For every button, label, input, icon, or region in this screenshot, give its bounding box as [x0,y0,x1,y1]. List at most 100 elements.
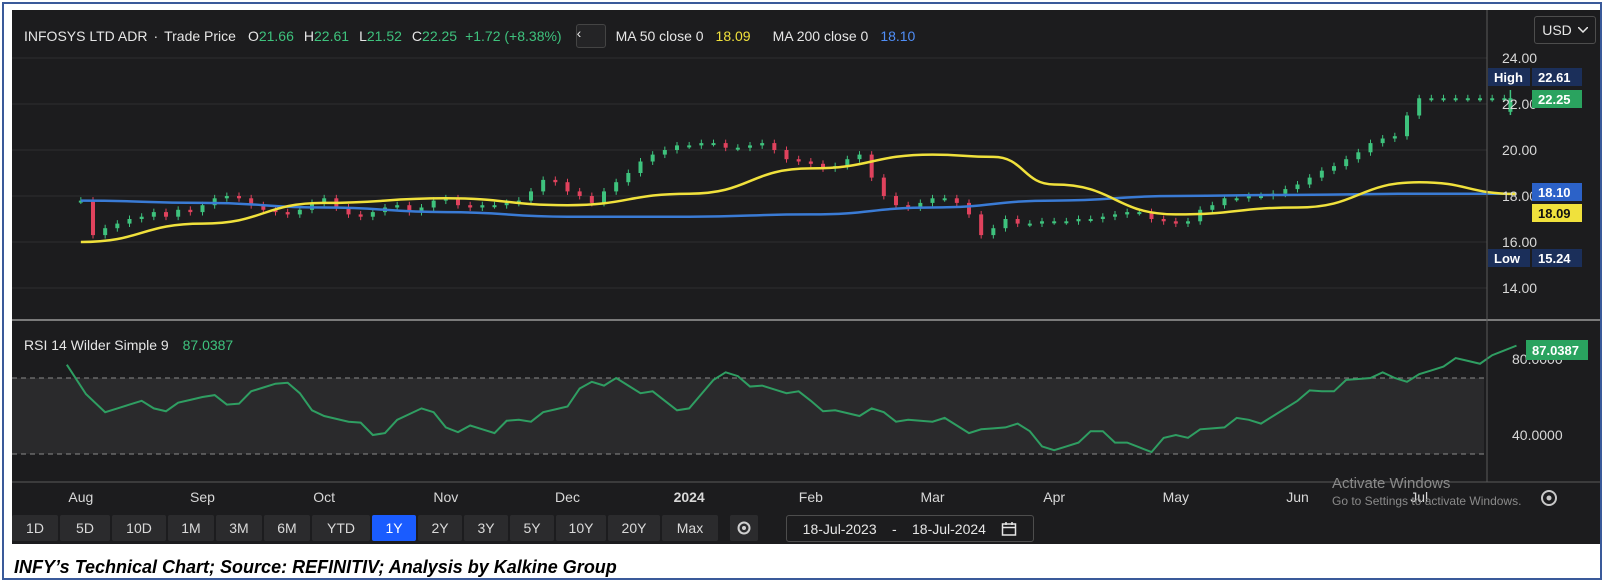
candle-body [1283,189,1288,194]
candle-body [1465,98,1470,101]
candle-body [1259,196,1263,198]
instrument-name: INFOSYS LTD ADR [24,28,148,44]
candle-body [139,216,144,219]
candle-body [1064,221,1069,224]
candle-body [541,179,546,192]
range-button-1y[interactable]: 1Y [372,515,416,541]
candle-body [1246,196,1251,199]
candle-body [103,228,108,236]
time-axis-label: Apr [1043,489,1065,505]
range-button-5y[interactable]: 5Y [510,515,554,541]
range-button-ytd[interactable]: YTD [312,515,370,541]
candle-body [419,207,424,213]
candle-body [614,182,619,192]
range-button-3m[interactable]: 3M [216,515,262,541]
date-from: 18-Jul-2023 [802,520,877,537]
candle-body [1173,221,1178,224]
candle-body [1356,152,1361,160]
high-value: 22.61 [314,28,350,44]
ma200-label: MA 200 close 0 [772,28,869,44]
candle-body [784,150,789,160]
chevron-down-icon [1577,27,1588,33]
ma50-label: MA 50 close 0 [615,28,704,44]
price-tick-label: 14.00 [1502,280,1537,296]
range-button-10y[interactable]: 10Y [556,515,606,541]
rsi-legend: RSI 14 Wilder Simple 9 87.0387 [24,337,233,353]
candle-body [638,161,643,173]
collapse-legend-button[interactable]: ‹ [575,24,606,48]
candle-body [224,196,229,199]
price-tick-label: 22.00 [1502,96,1537,112]
range-button-5d[interactable]: 5D [60,515,110,541]
range-button-6m[interactable]: 6M [264,515,310,541]
candle-body [1100,216,1105,219]
candle-body [711,143,716,146]
price-tick-label: 24.00 [1502,50,1537,66]
candle-body [1210,205,1215,210]
range-button-3y[interactable]: 3Y [464,515,508,541]
rsi-value: 87.0387 [182,337,234,353]
ma200-line [80,192,1517,218]
candle-body [164,212,168,217]
date-separator: - [891,520,897,537]
low-label: L [359,28,367,44]
watermark-title: Activate Windows [1332,475,1451,492]
candle-body [1027,223,1032,226]
candle-body [1429,98,1434,101]
candle-body [1441,98,1446,101]
candle-body [906,205,911,208]
currency-select[interactable]: USD [1534,16,1596,44]
high-tag-label: High [1488,68,1530,86]
candle-body [760,143,765,146]
candle-body [565,182,570,192]
candle-body [492,205,497,208]
candle-body [1052,221,1057,224]
candle-body [650,154,655,162]
rsi-y-axis: 40.000080.0000 [1512,351,1563,443]
candle-body [1113,214,1117,217]
range-button-2y[interactable]: 2Y [418,515,462,541]
range-button-max[interactable]: Max [662,515,718,541]
candle-body [967,202,971,215]
candle-body [1344,159,1349,167]
candle-body [1161,219,1166,222]
candle-body [297,209,302,215]
ma200-value: 18.10 [880,28,916,44]
range-button-1m[interactable]: 1M [168,515,214,541]
candle-body [991,228,996,236]
candle-body [942,198,947,201]
candle-body [723,143,728,148]
candle-body [358,214,363,217]
high-tag-value: 22.61 [1532,68,1582,86]
close-value: 22.25 [422,28,458,44]
range-button-10d[interactable]: 10D [112,515,166,541]
candle-body [468,205,473,208]
candle-body [1332,166,1336,171]
range-button-1d[interactable]: 1D [12,515,58,541]
time-axis-label: Nov [433,489,458,505]
candle-body [662,150,667,155]
candle-body [322,198,327,203]
figure-caption: INFY’s Technical Chart; Source: REFINITI… [14,557,617,577]
candle-body [395,205,400,208]
candle-body [1234,198,1239,201]
calendar-icon [1002,521,1017,536]
candle-body [1453,98,1458,101]
range-settings-button[interactable] [730,515,758,541]
range-button-20y[interactable]: 20Y [608,515,660,541]
chart-settings-icon[interactable] [1541,490,1557,506]
open-value: 21.66 [258,28,294,44]
time-axis: Aug Sep Oct Nov Dec 2024 Feb Mar Apr May Jun Jul [68,489,1428,505]
price-tick-label: 16.00 [1502,234,1537,250]
date-to: 18-Jul-2024 [912,520,986,537]
candle-body [1417,98,1422,116]
rsi-tick-label: 40.0000 [1512,427,1563,443]
time-axis-label: Feb [799,489,823,505]
gear-icon [737,521,751,535]
price-type: Trade Price [164,28,236,44]
date-range-picker[interactable]: 18-Jul-2023 - 18-Jul-2024 [786,515,1034,542]
candle-body [504,202,509,206]
candle-body [553,179,558,183]
chevron-left-icon: ‹ [576,25,582,41]
